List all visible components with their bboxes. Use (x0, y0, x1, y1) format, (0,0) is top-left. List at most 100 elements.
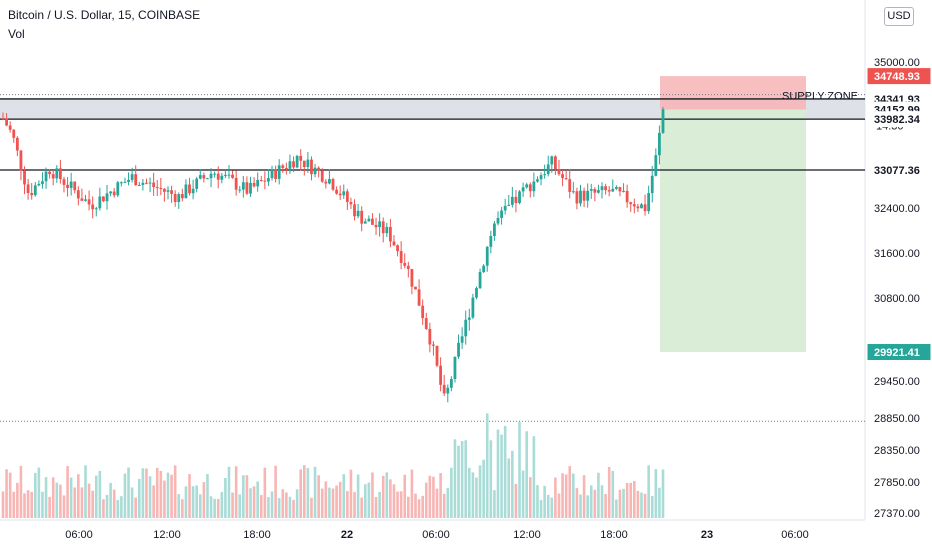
candle-body (105, 193, 109, 202)
candle-body (295, 155, 299, 168)
candle-body (597, 190, 600, 193)
candle-body (234, 177, 238, 190)
candle-body (510, 196, 514, 205)
price-badge-text: 34748.93 (874, 71, 920, 83)
candle-body (550, 156, 554, 165)
volume-bar (123, 473, 127, 518)
volume-bar (270, 491, 274, 518)
volume-bar (213, 498, 216, 518)
volume-bar (346, 491, 349, 518)
volume-bar (389, 479, 392, 518)
candle-body (446, 387, 450, 394)
candle-body (1, 118, 5, 120)
supply-zone-label: SUPPLY ZONE (782, 91, 858, 103)
candle-body (51, 174, 55, 179)
candle-body (281, 165, 285, 169)
price-tick-label: 32400.00 (874, 203, 920, 215)
candle-body (607, 190, 611, 192)
volume-bar (381, 475, 385, 518)
position-reward-zone (660, 109, 806, 353)
candle-body (87, 199, 91, 205)
candle-body (435, 345, 439, 366)
candle-body (155, 187, 159, 189)
volume-bar (320, 488, 324, 518)
volume-bar (335, 485, 338, 518)
candle-body (184, 184, 188, 199)
volume-bar (249, 488, 252, 518)
candle-body (571, 191, 575, 193)
candle-body (292, 161, 295, 168)
candle-body (424, 318, 428, 330)
volume-bar (371, 472, 374, 518)
symbol-title[interactable]: Bitcoin / U.S. Dollar, 15, COINBASE (8, 8, 201, 22)
volume-bar (579, 494, 582, 518)
volume-bar (589, 485, 593, 518)
volume-bar (245, 475, 249, 518)
candle-body (457, 342, 460, 357)
candle-body (564, 178, 568, 180)
candle-body (507, 204, 511, 206)
candle-body (188, 184, 191, 194)
candle-body (116, 182, 120, 196)
volume-bar (1, 491, 5, 518)
volume-bar (367, 482, 371, 518)
candle-body (48, 171, 52, 175)
volume-bar (105, 494, 109, 518)
candle-body (611, 188, 615, 192)
candle-body (525, 184, 529, 188)
candle-body (385, 226, 389, 234)
volume-bar (8, 472, 12, 518)
candle-body (206, 178, 209, 180)
candle-body (195, 178, 199, 189)
volume-bar (457, 445, 460, 518)
candle-body (561, 174, 564, 179)
time-tick-label: 22 (341, 529, 353, 541)
candle-body (259, 179, 263, 181)
supply-zone-band (0, 98, 865, 120)
candle-body (553, 156, 557, 170)
volume-bar (159, 470, 163, 518)
volume-indicator-label[interactable]: Vol (8, 27, 25, 41)
volume-bar (227, 466, 231, 518)
volume-bar (604, 493, 607, 518)
volume-bar (550, 497, 554, 518)
volume-bar (41, 491, 44, 518)
candle-body (528, 184, 532, 192)
volume-bar (442, 493, 446, 518)
candle-body (367, 218, 371, 222)
candle-body (313, 167, 317, 175)
time-tick-label: 18:00 (243, 529, 271, 541)
volume-bar (130, 487, 134, 518)
volume-bar (568, 466, 572, 518)
volume-bar (403, 474, 407, 518)
candle-body (632, 204, 636, 207)
volume-bar (374, 497, 378, 518)
currency-button[interactable]: USD (884, 7, 914, 26)
candle-body (238, 189, 242, 191)
volume-bar (141, 468, 145, 518)
volume-bar (59, 484, 62, 518)
candle-body (489, 235, 493, 247)
volume-bar (514, 483, 518, 518)
volume-bar (363, 484, 367, 518)
candle-body (249, 182, 252, 194)
volume-bar (30, 491, 33, 518)
candle-body (629, 202, 633, 205)
candle-body (227, 174, 231, 176)
candle-body (216, 173, 220, 180)
volume-bar (421, 495, 424, 518)
volume-bar (116, 499, 120, 518)
price-tick-label: 28350.00 (874, 445, 920, 457)
candle-body (98, 196, 102, 209)
candle-body (80, 198, 84, 201)
candle-body (123, 181, 127, 183)
candle-body (159, 187, 163, 189)
volume-bar (238, 494, 242, 518)
candle-body (58, 168, 62, 180)
volume-bar (586, 495, 589, 518)
volume-bar (658, 487, 661, 518)
volume-bar (561, 473, 564, 518)
volume-bar (285, 492, 288, 518)
volume-bar (256, 481, 259, 518)
